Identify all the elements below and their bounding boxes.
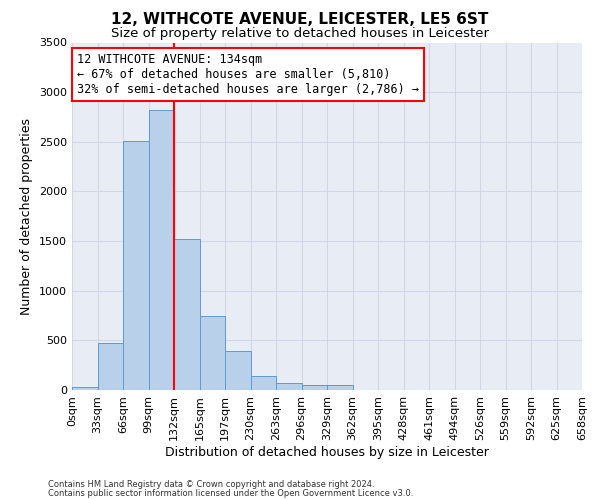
Bar: [149, 110, 174, 390]
Bar: [302, 384, 327, 390]
Y-axis label: Number of detached properties: Number of detached properties: [20, 118, 34, 315]
Bar: [251, 376, 276, 390]
Text: Contains HM Land Registry data © Crown copyright and database right 2024.: Contains HM Land Registry data © Crown c…: [48, 480, 374, 489]
Bar: [199, 316, 225, 390]
Text: Contains public sector information licensed under the Open Government Licence v3: Contains public sector information licen…: [48, 488, 413, 498]
X-axis label: Distribution of detached houses by size in Leicester: Distribution of detached houses by size …: [165, 446, 489, 458]
Bar: [327, 384, 353, 390]
Bar: [276, 383, 302, 390]
Bar: [72, 387, 97, 390]
Text: Size of property relative to detached houses in Leicester: Size of property relative to detached ho…: [111, 28, 489, 40]
Bar: [123, 141, 149, 390]
Text: 12, WITHCOTE AVENUE, LEICESTER, LE5 6ST: 12, WITHCOTE AVENUE, LEICESTER, LE5 6ST: [112, 12, 488, 28]
Bar: [97, 344, 123, 390]
Text: 12 WITHCOTE AVENUE: 134sqm
← 67% of detached houses are smaller (5,810)
32% of s: 12 WITHCOTE AVENUE: 134sqm ← 67% of deta…: [77, 53, 419, 96]
Bar: [225, 352, 251, 390]
Bar: [174, 239, 199, 390]
